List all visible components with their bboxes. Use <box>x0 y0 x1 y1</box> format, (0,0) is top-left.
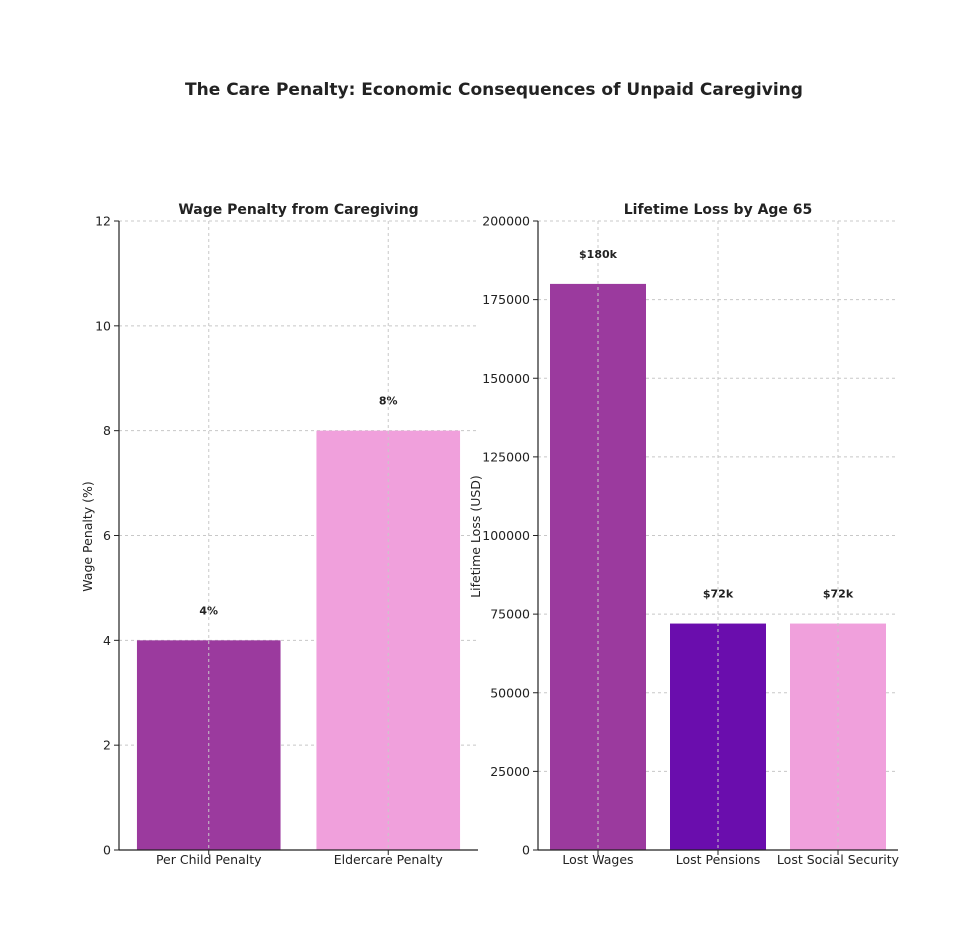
y-tick-label: 150000 <box>482 371 530 386</box>
lifetime-loss-chart: Lifetime Loss by Age 65 $180k $72k $72k 0 250… <box>468 202 900 867</box>
panel-title: Lifetime Loss by Age 65 <box>624 202 813 218</box>
y-tick-label: 2 <box>103 738 111 753</box>
y-axis-label: Wage Penalty (%) <box>80 481 95 592</box>
y-tick-label: 0 <box>522 843 530 858</box>
y-tick-label: 175000 <box>482 292 530 307</box>
panel-title: Wage Penalty from Caregiving <box>178 202 418 218</box>
wage-penalty-chart: Wage Penalty from Caregiving 4% 8% 0 2 4 6 8 10 1… <box>80 202 478 867</box>
y-tick-label: 50000 <box>490 685 530 700</box>
y-tick-label: 10 <box>95 318 111 333</box>
y-tick-label: 125000 <box>482 449 530 464</box>
y-tick-label: 4 <box>103 633 111 648</box>
y-tick-label: 25000 <box>490 764 530 779</box>
y-tick-label: 0 <box>103 843 111 858</box>
figure-title: The Care Penalty: Economic Consequences … <box>185 80 803 100</box>
y-tick-label: 8 <box>103 423 111 438</box>
y-tick-label: 12 <box>95 214 111 229</box>
data-label: 8% <box>379 395 398 408</box>
data-label: $72k <box>703 588 734 601</box>
bar-lost-wages <box>550 283 646 850</box>
x-tick-label: Per Child Penalty <box>156 852 262 867</box>
data-label: $72k <box>823 588 854 601</box>
data-label: $180k <box>579 248 618 261</box>
x-tick-label: Eldercare Penalty <box>334 852 444 867</box>
y-tick-label: 6 <box>103 528 111 543</box>
y-axis-label: Lifetime Loss (USD) <box>468 475 483 598</box>
x-tick-label: Lost Wages <box>562 852 633 867</box>
y-tick-label: 100000 <box>482 528 530 543</box>
y-tick-label: 75000 <box>490 607 530 622</box>
x-tick-label: Lost Social Security <box>777 852 900 867</box>
x-tick-label: Lost Pensions <box>676 852 761 867</box>
data-label: 4% <box>199 604 218 617</box>
y-tick-label: 200000 <box>482 214 530 229</box>
